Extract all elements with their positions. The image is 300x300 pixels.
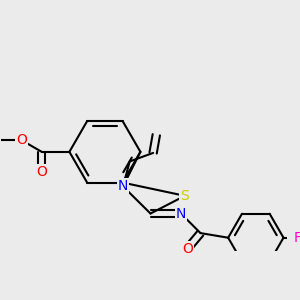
Text: S: S bbox=[181, 189, 189, 203]
Text: O: O bbox=[36, 165, 47, 179]
Text: F: F bbox=[293, 231, 300, 245]
Text: N: N bbox=[118, 179, 128, 194]
Text: O: O bbox=[182, 242, 193, 256]
Text: N: N bbox=[176, 206, 186, 220]
Text: O: O bbox=[16, 133, 27, 147]
